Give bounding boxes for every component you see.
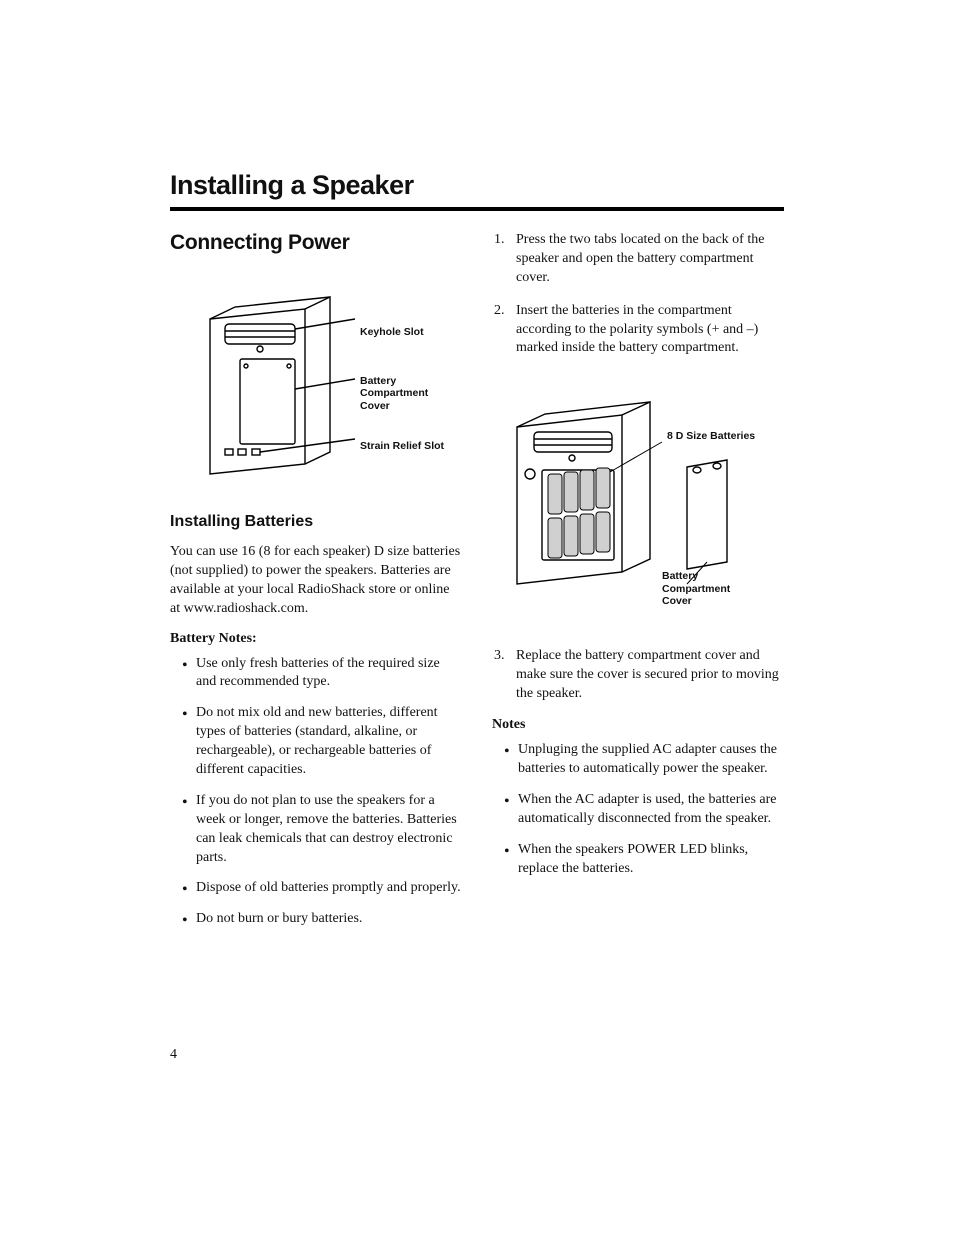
- list-item: Use only fresh batteries of the required…: [196, 655, 462, 693]
- title-rule: [170, 207, 784, 211]
- section-connecting-power: Connecting Power: [170, 231, 462, 255]
- callout-battery-cover: Battery Compartment Cover: [360, 375, 450, 413]
- subsection-installing-batteries: Installing Batteries: [170, 513, 462, 531]
- list-item: When the speakers POWER LED blinks, repl…: [518, 841, 784, 879]
- page-number: 4: [170, 1047, 177, 1063]
- right-column: Press the two tabs located on the back o…: [492, 231, 784, 941]
- list-item: Press the two tabs located on the back o…: [492, 231, 784, 288]
- callout-keyhole-slot: Keyhole Slot: [360, 326, 450, 339]
- list-item: Do not burn or bury batteries.: [196, 910, 462, 929]
- page-title: Installing a Speaker: [170, 170, 784, 201]
- install-steps-1-2: Press the two tabs located on the back o…: [492, 231, 784, 358]
- batteries-intro: You can use 16 (8 for each speaker) D si…: [170, 543, 462, 619]
- list-item: Do not mix old and new batteries, differ…: [196, 704, 462, 780]
- list-item: Replace the battery compartment cover an…: [492, 647, 784, 704]
- battery-notes-list: Use only fresh batteries of the required…: [170, 655, 462, 930]
- list-item: Unpluging the supplied AC adapter causes…: [518, 741, 784, 779]
- install-step-3: Replace the battery compartment cover an…: [492, 647, 784, 704]
- page: Installing a Speaker Connecting Power: [0, 0, 954, 941]
- callout-battery-cover-2: Battery Compartment Cover: [662, 570, 762, 608]
- list-item: Dispose of old batteries promptly and pr…: [196, 879, 462, 898]
- callout-8d-batteries: 8 D Size Batteries: [667, 430, 777, 443]
- callout-strain-relief-slot: Strain Relief Slot: [360, 440, 450, 453]
- left-column: Connecting Power: [170, 231, 462, 941]
- list-item: If you do not plan to use the speakers f…: [196, 792, 462, 868]
- notes-list: Unpluging the supplied AC adapter causes…: [492, 741, 784, 878]
- list-item: Insert the batteries in the compartment …: [492, 302, 784, 359]
- battery-notes-heading: Battery Notes:: [170, 631, 462, 647]
- list-item: When the AC adapter is used, the batteri…: [518, 791, 784, 829]
- notes-heading: Notes: [492, 717, 784, 733]
- figure-battery-install: 8 D Size Batteries Battery Compartment C…: [492, 372, 784, 662]
- two-columns: Connecting Power: [170, 231, 784, 941]
